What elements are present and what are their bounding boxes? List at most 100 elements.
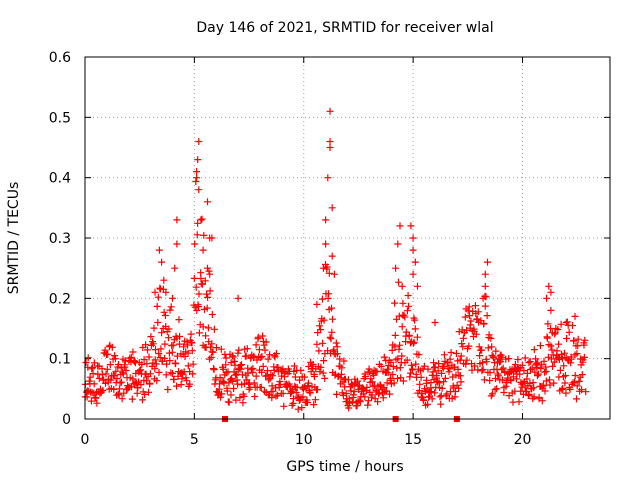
data-point [473,315,481,323]
data-point [437,400,445,408]
data-point [239,399,247,407]
data-point [137,366,144,374]
data-point [146,370,154,378]
data-point [191,240,199,248]
data-point [128,395,136,403]
data-point [411,258,419,266]
data-point [334,350,341,358]
data-point [578,371,586,379]
data-point [210,366,218,374]
data-point [103,365,111,373]
data-point [554,326,562,333]
data-point [208,311,216,318]
data-point [333,343,341,351]
data-point [152,346,159,354]
data-point [193,168,201,176]
data-point [125,384,132,392]
data-point [168,348,176,356]
data-point [86,373,94,381]
data-point [559,384,567,392]
data-point [400,311,408,319]
data-point [373,368,381,376]
data-point [122,367,130,374]
x-axis-label: GPS time / hours [286,459,403,475]
data-point [465,303,473,311]
data-point [496,358,503,366]
data-point [316,322,323,330]
data-points [81,107,590,413]
data-point [457,378,465,386]
data-point [189,360,197,368]
data-point [252,372,260,380]
data-point [181,353,189,360]
data-point [291,373,299,381]
data-point [188,347,196,355]
data-point [387,358,395,366]
data-point [229,377,237,385]
data-point [192,283,200,291]
data-point [208,340,216,348]
data-point [129,348,137,356]
data-point [544,353,552,361]
data-point [258,353,266,360]
data-point [242,352,250,360]
data-point [228,352,236,360]
data-point [317,363,325,371]
data-point [549,351,557,359]
data-point [396,341,404,349]
data-point [161,340,169,348]
data-point [171,264,179,272]
data-point [435,360,443,368]
data-point [545,282,553,290]
data-point [563,335,571,342]
data-point [269,372,277,380]
data-point [453,381,461,389]
data-point [206,270,214,278]
data-point [266,351,274,359]
data-point [201,277,209,285]
data-point [354,382,362,390]
data-point [163,360,171,368]
data-point [180,343,188,351]
data-point [281,373,288,381]
data-point [116,385,123,393]
data-point [366,368,374,376]
data-point [195,303,203,311]
data-point [332,339,340,347]
data-point [290,362,298,370]
data-point [101,346,109,354]
data-point [259,362,267,370]
data-point [306,389,314,397]
data-point [452,350,460,357]
data-point [457,352,465,360]
data-point [204,324,212,332]
data-point [391,299,399,307]
data-point [574,335,582,343]
data-point [158,258,166,266]
data-point [438,369,445,377]
data-point [184,362,192,370]
data-point [169,294,176,302]
data-point [478,367,486,375]
data-point [481,282,489,290]
data-point [154,293,162,301]
data-point [145,388,152,396]
data-point [121,363,129,371]
data-point [550,379,558,387]
data-point [222,369,230,377]
data-point [217,345,225,353]
data-point [392,264,400,272]
data-point [367,375,375,383]
data-point [326,107,334,115]
data-point [479,366,487,373]
x-tick-label: 5 [190,432,199,448]
data-point [441,374,449,382]
data-point [374,398,382,406]
data-point [427,388,435,396]
data-point [186,380,194,388]
data-point [340,357,348,365]
data-point [483,312,491,320]
data-point [252,341,260,349]
data-point [420,362,428,370]
data-point [193,174,201,182]
